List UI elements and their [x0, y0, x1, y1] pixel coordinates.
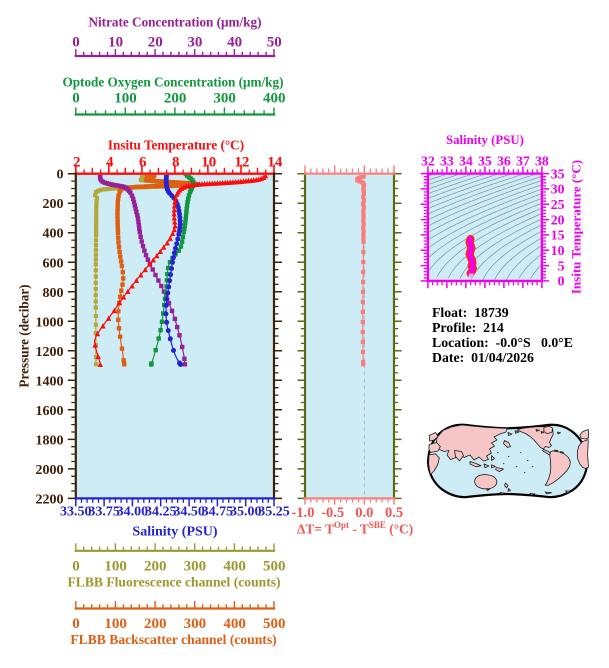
svg-text:Nitrate Concentration (μm/kg): Nitrate Concentration (μm/kg) [88, 15, 261, 30]
svg-text:35.00: 35.00 [230, 505, 262, 520]
svg-text:34.25: 34.25 [145, 505, 177, 520]
svg-text:34.00: 34.00 [117, 505, 149, 520]
svg-text:0.0: 0.0 [355, 505, 373, 521]
svg-text:200: 200 [144, 616, 167, 632]
svg-text:5: 5 [558, 258, 565, 273]
svg-text:30: 30 [551, 182, 565, 197]
svg-text:32: 32 [421, 154, 435, 169]
svg-text:4: 4 [106, 155, 114, 171]
svg-text:10: 10 [551, 243, 565, 258]
svg-text:6: 6 [139, 155, 147, 171]
svg-text:Salinity (PSU): Salinity (PSU) [446, 133, 524, 147]
svg-text:10: 10 [201, 155, 216, 171]
svg-text:400: 400 [43, 227, 64, 242]
svg-text:500: 500 [263, 559, 286, 575]
svg-text:0.5: 0.5 [385, 505, 403, 521]
svg-text:400: 400 [223, 559, 246, 575]
svg-text:Date: 01/04/2026: Date: 01/04/2026 [432, 350, 534, 365]
svg-text:Salinity (PSU): Salinity (PSU) [132, 525, 218, 540]
svg-text:ΔT= TOpt - TSBE (°C): ΔT= TOpt - TSBE (°C) [297, 520, 413, 537]
svg-text:300: 300 [184, 559, 207, 575]
svg-text:-1.0: -1.0 [292, 505, 315, 521]
svg-text:Location: -0.0°S 0.0°E: Location: -0.0°S 0.0°E [432, 335, 573, 350]
svg-text:FLBB Backscatter channel (coun: FLBB Backscatter channel (counts) [70, 632, 276, 648]
svg-text:200: 200 [164, 91, 187, 107]
svg-text:Profile: 214: Profile: 214 [432, 320, 504, 335]
svg-text:600: 600 [43, 256, 64, 271]
svg-text:0: 0 [72, 91, 80, 107]
svg-text:8: 8 [172, 155, 180, 171]
svg-text:14: 14 [267, 155, 283, 171]
svg-text:500: 500 [263, 616, 286, 632]
svg-text:1200: 1200 [36, 345, 64, 360]
svg-text:100: 100 [104, 616, 127, 632]
svg-text:400: 400 [223, 616, 246, 632]
svg-text:100: 100 [104, 559, 127, 575]
svg-text:800: 800 [43, 286, 64, 301]
svg-text:35: 35 [551, 166, 565, 181]
svg-text:37: 37 [516, 154, 530, 169]
svg-text:2000: 2000 [36, 463, 64, 478]
svg-text:1600: 1600 [36, 404, 64, 419]
svg-text:2200: 2200 [36, 492, 64, 507]
svg-text:0: 0 [72, 559, 80, 575]
svg-text:15: 15 [551, 228, 565, 243]
svg-text:36: 36 [497, 154, 511, 169]
svg-text:33.50: 33.50 [60, 505, 92, 520]
svg-text:34: 34 [459, 154, 473, 169]
svg-text:Optode Oxygen Concentration (μ: Optode Oxygen Concentration (μm/kg) [62, 75, 283, 90]
svg-text:1000: 1000 [36, 315, 64, 330]
svg-text:0: 0 [57, 168, 64, 183]
svg-text:200: 200 [144, 559, 167, 575]
svg-text:40: 40 [227, 35, 242, 51]
svg-text:1800: 1800 [36, 433, 64, 448]
svg-text:35.25: 35.25 [258, 505, 290, 520]
svg-text:25: 25 [551, 197, 565, 212]
svg-text:10: 10 [108, 35, 123, 51]
svg-text:Pressure (decibar): Pressure (decibar) [17, 284, 32, 387]
svg-text:400: 400 [263, 91, 286, 107]
svg-text:-0.5: -0.5 [321, 505, 344, 521]
svg-text:0: 0 [558, 274, 565, 289]
svg-text:Insitu Temperature (°C): Insitu Temperature (°C) [569, 160, 584, 294]
svg-text:38: 38 [535, 154, 549, 169]
svg-text:1400: 1400 [36, 374, 64, 389]
svg-text:2: 2 [73, 155, 81, 171]
svg-text:20: 20 [551, 212, 565, 227]
svg-text:300: 300 [184, 616, 207, 632]
svg-text:35: 35 [478, 154, 492, 169]
svg-text:300: 300 [213, 91, 236, 107]
svg-text:0: 0 [72, 616, 80, 632]
svg-text:33.75: 33.75 [88, 505, 120, 520]
svg-text:200: 200 [43, 197, 64, 212]
svg-text:100: 100 [114, 91, 137, 107]
svg-text:Insitu Temperature (°C): Insitu Temperature (°C) [108, 138, 244, 153]
svg-text:12: 12 [234, 155, 249, 171]
svg-text:30: 30 [187, 35, 202, 51]
svg-text:33: 33 [440, 154, 454, 169]
svg-text:Float: 18739: Float: 18739 [432, 305, 509, 320]
svg-text:FLBB Fluorescence channel (cou: FLBB Fluorescence channel (counts) [67, 575, 280, 591]
svg-text:0: 0 [72, 35, 80, 51]
svg-text:34.75: 34.75 [202, 505, 234, 520]
svg-text:34.50: 34.50 [173, 505, 205, 520]
svg-text:50: 50 [267, 35, 282, 51]
svg-text:20: 20 [148, 35, 163, 51]
